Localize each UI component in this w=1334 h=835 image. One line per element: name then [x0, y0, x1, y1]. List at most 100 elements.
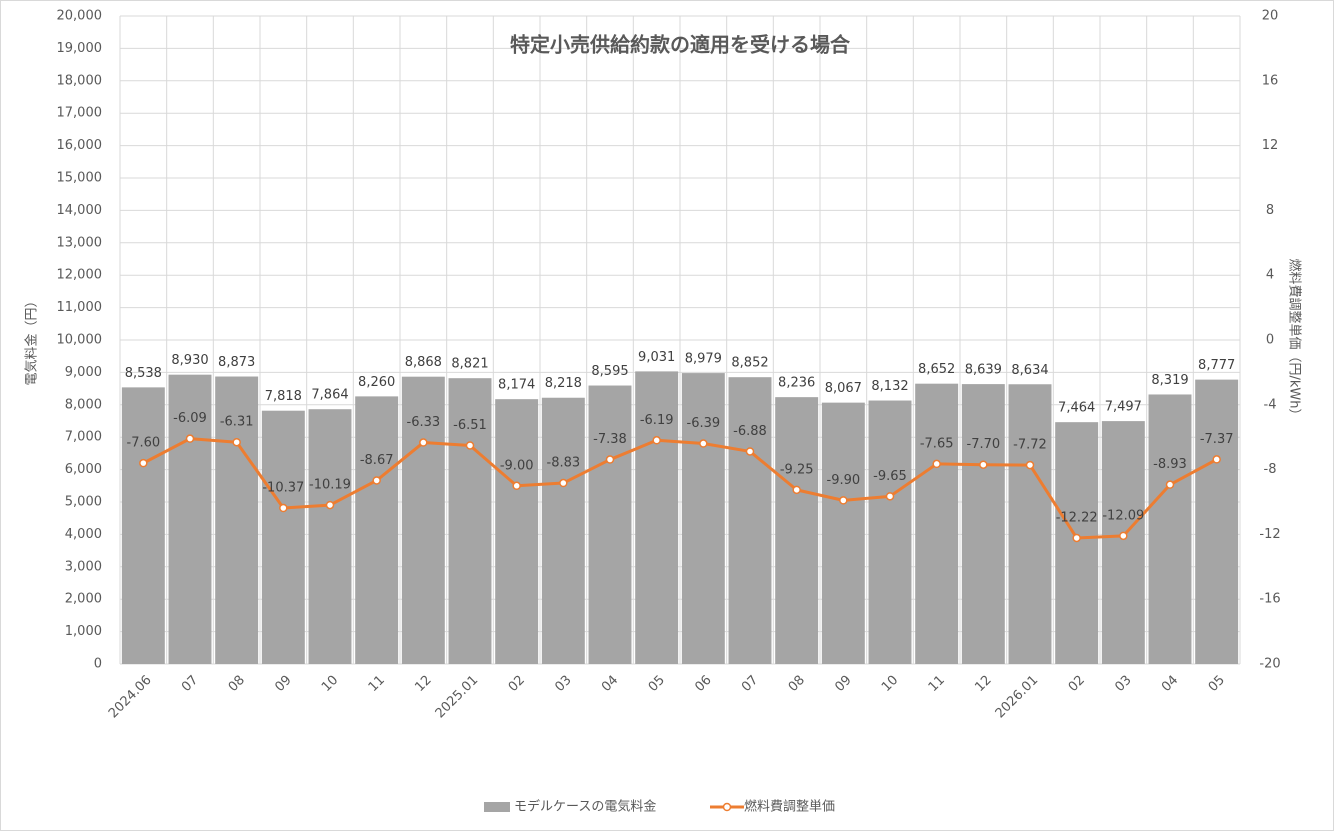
bar-value-label: 8,174 [498, 378, 535, 393]
line-value-label: -6.51 [453, 418, 487, 433]
line-value-label: -6.88 [733, 424, 767, 439]
y-tick-label: 7,000 [65, 430, 102, 445]
bar [868, 400, 912, 664]
y-tick-label: 12,000 [57, 268, 103, 283]
bar-value-label: 8,777 [1198, 358, 1235, 373]
line-value-label: -6.31 [220, 415, 254, 430]
line-value-label: -9.90 [827, 473, 861, 488]
bar-value-label: 7,464 [1058, 401, 1095, 416]
y2-tick-label: -20 [1259, 657, 1280, 672]
legend-label: 燃料費調整単価 [744, 799, 835, 815]
line-marker [139, 458, 148, 468]
bar-value-label: 8,132 [871, 379, 908, 394]
bar-value-label: 8,067 [825, 381, 862, 396]
line-value-label: -9.25 [780, 462, 814, 477]
line-marker [1165, 480, 1175, 489]
y2-tick-label: 8 [1266, 203, 1274, 218]
line-value-label: -12.09 [1102, 508, 1144, 523]
line-value-label: -7.37 [1200, 432, 1234, 447]
y-tick-label: 14,000 [57, 203, 103, 218]
line-marker [1025, 460, 1035, 470]
y2-tick-label: 20 [1262, 9, 1279, 24]
y2-tick-label: -16 [1259, 592, 1280, 607]
y-tick-label: 16,000 [57, 138, 103, 153]
line-marker [185, 434, 195, 443]
y2-tick-label: -12 [1259, 527, 1280, 542]
y2-tick-label: 16 [1262, 73, 1279, 88]
y-tick-label: 2,000 [65, 592, 102, 607]
line-value-label: -9.65 [873, 469, 907, 484]
bar [541, 397, 585, 664]
bar-value-label: 7,497 [1105, 400, 1142, 415]
y-axis-title: 電気料金（円） [24, 294, 40, 385]
legend-swatch-marker [722, 802, 732, 812]
bar-value-label: 8,595 [591, 364, 628, 379]
bar-value-label: 8,319 [1151, 373, 1188, 388]
line-marker [372, 476, 381, 485]
bar [261, 410, 305, 664]
y-tick-label: 18,000 [57, 73, 103, 88]
y-tick-label: 13,000 [57, 235, 103, 250]
line-value-label: -8.83 [547, 456, 581, 471]
y2-tick-label: -8 [1264, 462, 1277, 477]
y-tick-label: 8,000 [65, 397, 102, 412]
legend-label: モデルケースの電気料金 [514, 799, 656, 815]
y-tick-label: 0 [94, 657, 102, 672]
bar [308, 409, 352, 664]
line-marker [979, 460, 988, 469]
line-value-label: -6.39 [687, 416, 721, 431]
y-tick-label: 10,000 [57, 333, 103, 348]
line-marker [465, 441, 475, 450]
bar-value-label: 8,218 [545, 376, 582, 391]
line-value-label: -10.19 [309, 478, 351, 493]
line-value-label: -6.33 [407, 415, 441, 430]
line-marker [652, 436, 661, 445]
bar [355, 396, 399, 664]
bar [121, 387, 165, 664]
bar-value-label: 8,821 [451, 357, 488, 372]
y-tick-label: 17,000 [57, 106, 103, 121]
y-tick-label: 15,000 [57, 171, 103, 186]
y-tick-label: 19,000 [57, 41, 103, 56]
line-value-label: -10.37 [262, 480, 304, 495]
bar-value-label: 8,652 [918, 362, 955, 377]
y-tick-label: 11,000 [57, 300, 103, 315]
line-marker [1119, 531, 1128, 541]
bar-value-label: 8,852 [731, 356, 768, 371]
line-marker [1072, 533, 1081, 543]
bar [1195, 379, 1239, 664]
y-tick-label: 4,000 [65, 527, 102, 542]
legend-swatch [484, 802, 510, 812]
bar-value-label: 8,260 [358, 375, 395, 390]
bar [1101, 421, 1145, 664]
line-value-label: -7.70 [967, 437, 1001, 452]
bar [495, 399, 539, 664]
line-marker [605, 455, 615, 464]
bar [215, 376, 259, 664]
bar [915, 383, 959, 664]
bar-value-label: 8,538 [125, 366, 162, 381]
line [142, 437, 1218, 540]
y2-tick-label: -4 [1264, 397, 1277, 412]
bar [588, 385, 632, 664]
bar-value-label: 9,031 [638, 350, 675, 365]
bar-value-label: 8,639 [965, 363, 1002, 378]
line-marker [885, 492, 895, 501]
bar-value-label: 8,979 [685, 352, 722, 367]
line-value-label: -7.38 [593, 432, 627, 447]
line-value-label: -6.09 [173, 411, 207, 426]
y-tick-label: 6,000 [65, 462, 102, 477]
bar [775, 397, 819, 664]
bar [168, 374, 212, 664]
bar [448, 378, 492, 664]
y2-tick-label: 4 [1266, 268, 1274, 283]
bar-value-label: 8,634 [1011, 363, 1048, 378]
y-tick-label: 5,000 [65, 495, 102, 510]
line-value-label: -8.93 [1153, 457, 1187, 472]
bar [681, 373, 725, 664]
line-marker [279, 503, 288, 513]
y2-tick-label: 12 [1262, 138, 1279, 153]
line-value-label: -9.00 [500, 458, 534, 473]
bar [1008, 384, 1052, 664]
line-value-label: -8.67 [360, 453, 394, 468]
